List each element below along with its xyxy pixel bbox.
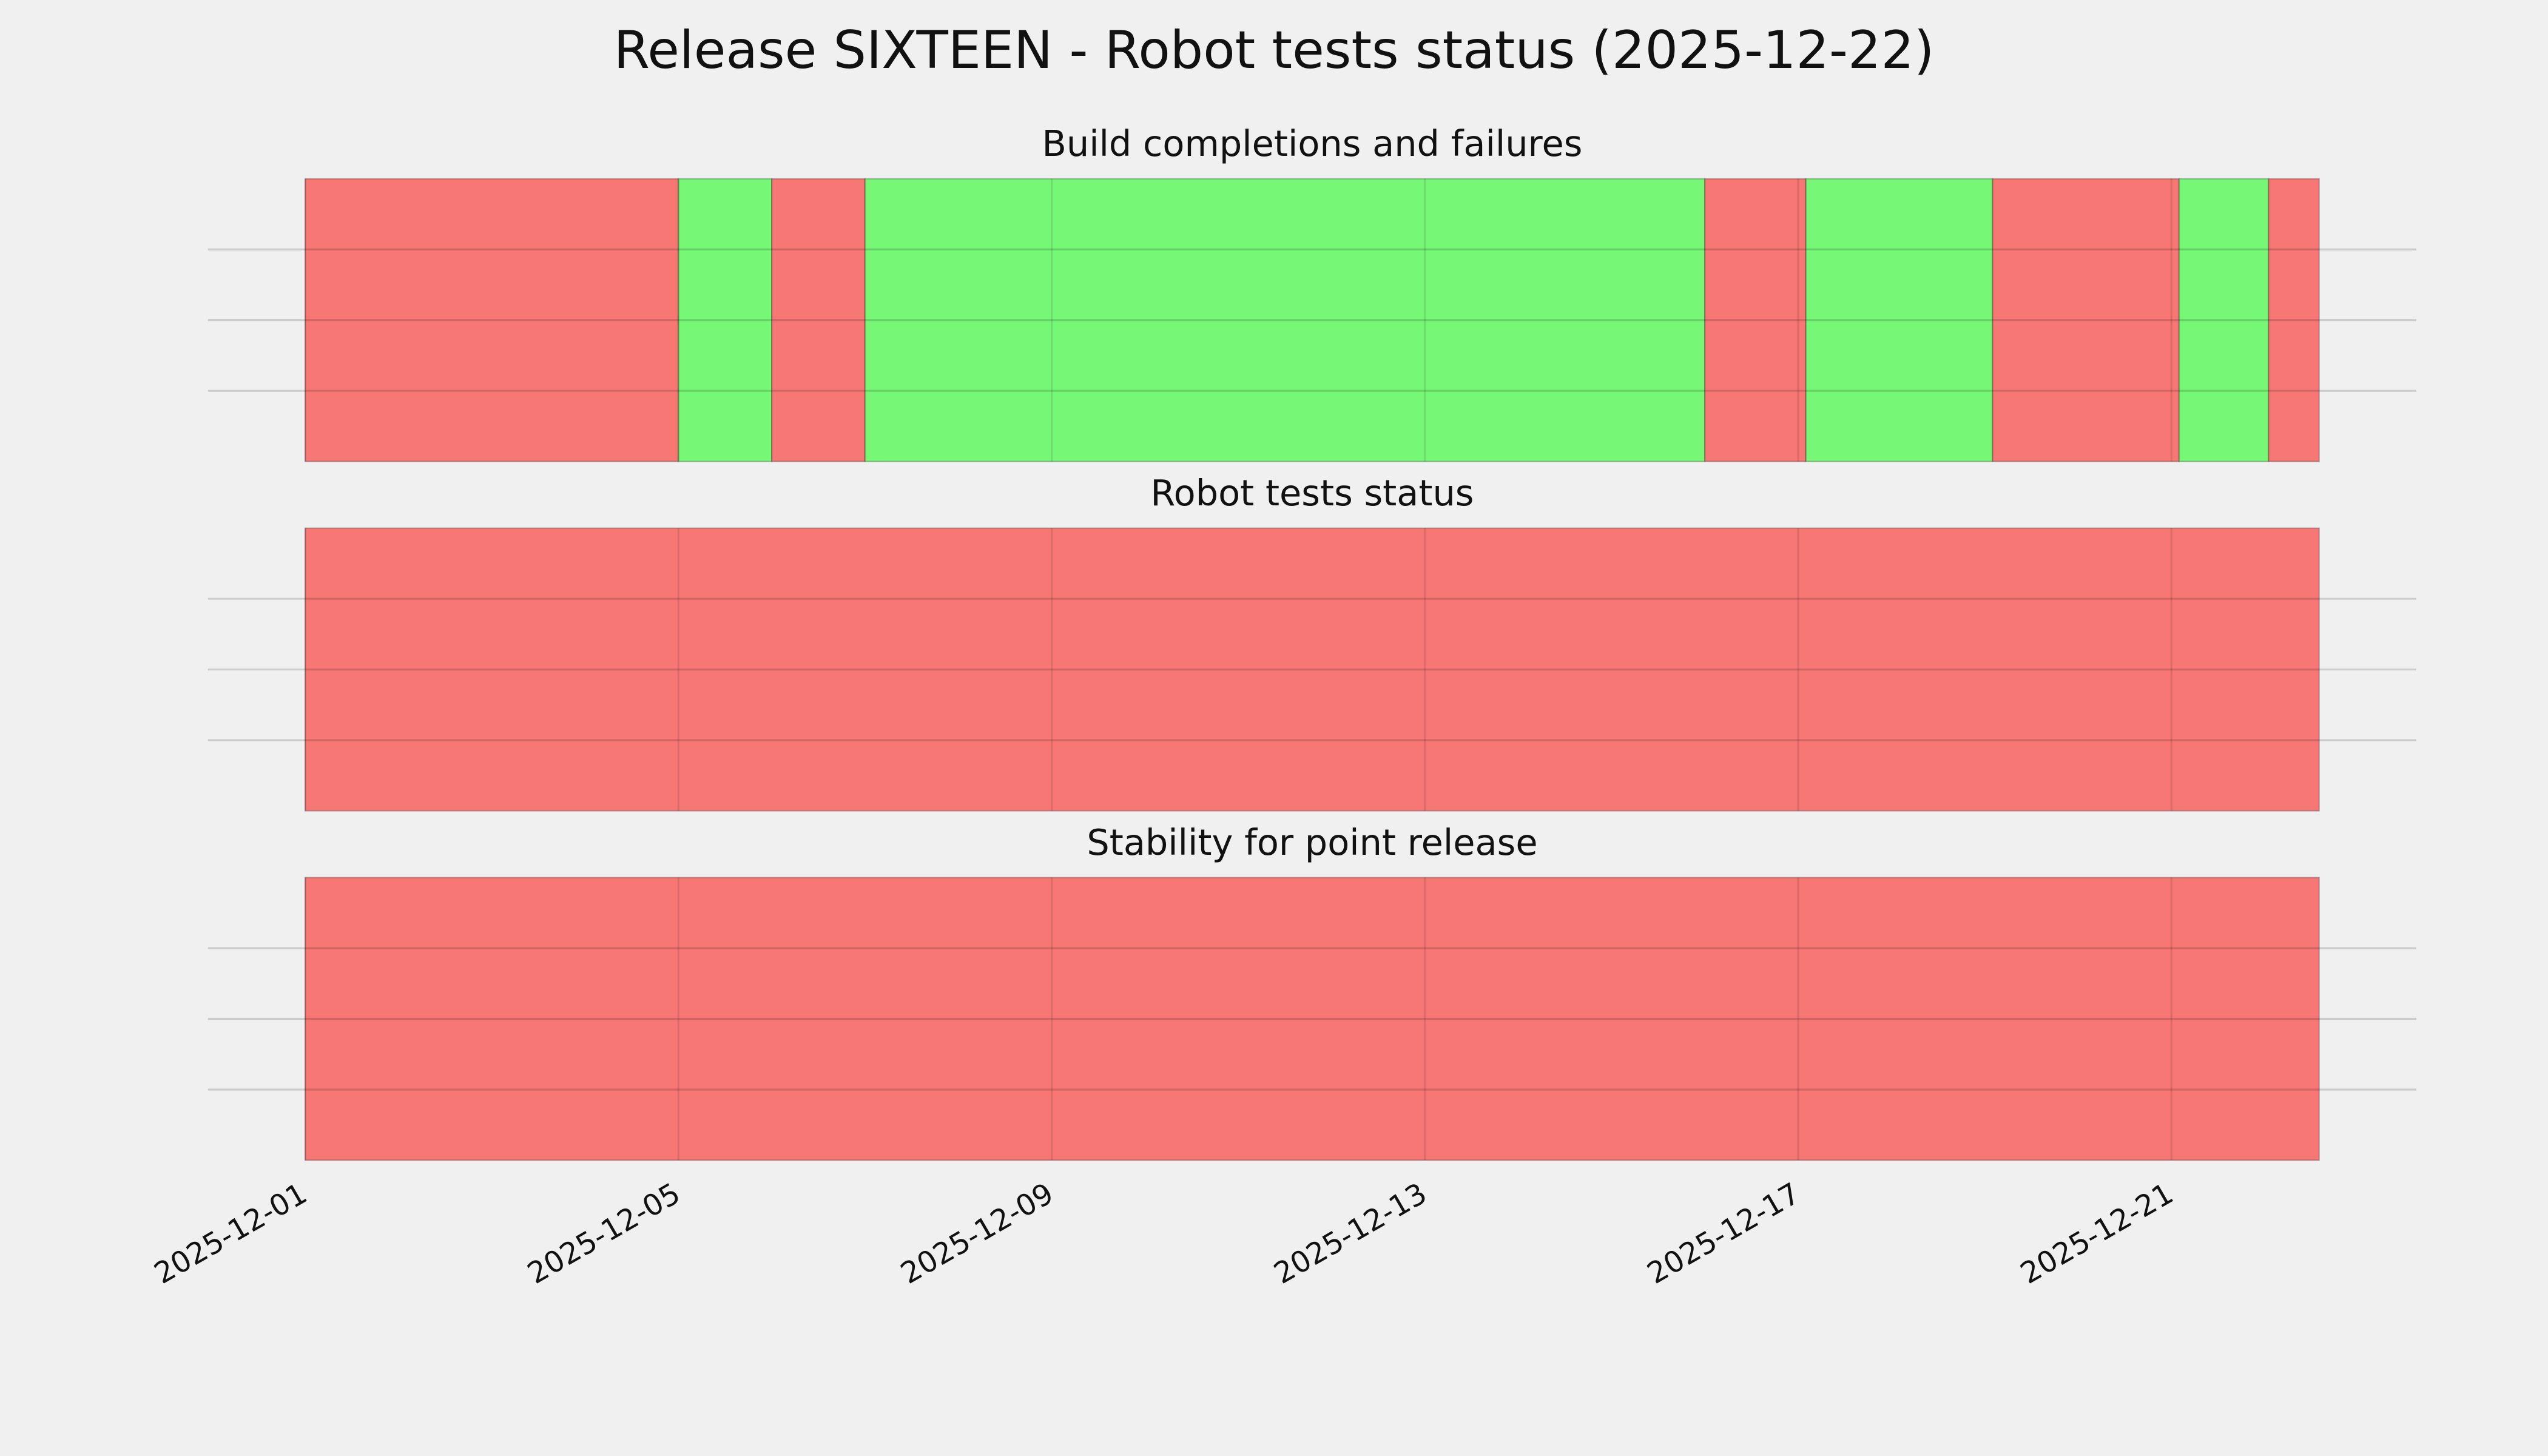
status-segment <box>1805 178 1994 462</box>
status-segment <box>678 178 773 462</box>
panel-title: Robot tests status <box>1150 472 1474 514</box>
status-segment <box>1992 178 2180 462</box>
x-tick-label: 2025-12-09 <box>895 1176 1059 1291</box>
status-segment <box>305 527 2320 812</box>
x-tick-label: 2025-12-17 <box>1642 1176 1806 1291</box>
status-segment <box>305 877 2320 1161</box>
x-tick-label: 2025-12-01 <box>149 1176 313 1291</box>
chart-title: Release SIXTEEN - Robot tests status (20… <box>614 20 1935 81</box>
x-tick-label: 2025-12-13 <box>1269 1176 1433 1291</box>
x-tick-label: 2025-12-05 <box>522 1176 686 1291</box>
x-tick-label: 2025-12-21 <box>2015 1176 2179 1291</box>
status-segment <box>2179 178 2270 462</box>
panel-title: Build completions and failures <box>1042 123 1582 164</box>
panel-title: Stability for point release <box>1087 821 1537 863</box>
status-segment <box>1704 178 1807 462</box>
status-segment <box>864 178 1706 462</box>
status-segment <box>771 178 866 462</box>
status-segment <box>305 178 679 462</box>
status-segment <box>2268 178 2320 462</box>
